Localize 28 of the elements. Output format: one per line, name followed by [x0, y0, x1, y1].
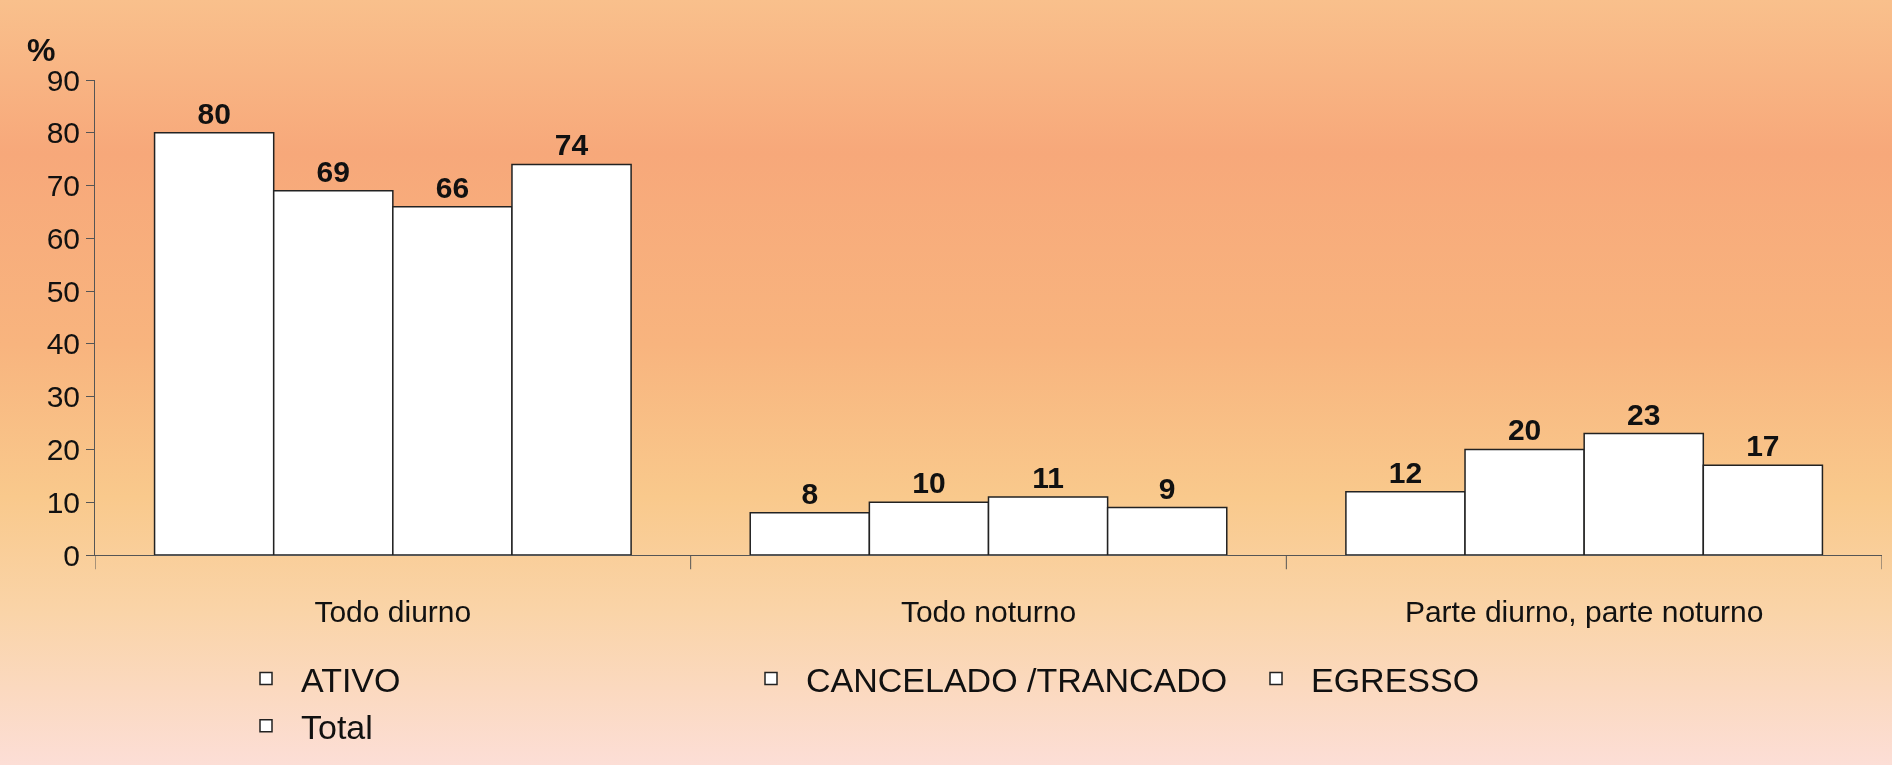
x-tick-label: Parte diurno, parte noturno	[1404, 595, 1764, 628]
y-tick-label: 50	[46, 274, 80, 308]
legend-label: Total	[301, 708, 373, 747]
y-tick-label: 80	[46, 116, 80, 150]
legend-label: CANCELADO /TRANCADO	[806, 660, 1228, 699]
y-tick-label: 60	[46, 221, 80, 255]
x-tick-label: Todo diurno	[314, 595, 472, 628]
data-label: 74	[554, 128, 589, 162]
data-label: 12	[1388, 455, 1423, 489]
y-tick-label: 20	[46, 432, 80, 466]
data-label: 69	[316, 154, 350, 188]
y-tick-label: 30	[46, 380, 80, 414]
data-label: 11	[1032, 460, 1064, 494]
y-tick-label: 10	[46, 485, 80, 519]
data-label: 23	[1627, 397, 1661, 431]
data-label: 17	[1746, 429, 1780, 463]
legend-label: EGRESSO	[1311, 660, 1480, 699]
data-label: 20	[1507, 413, 1542, 447]
x-tick-label: Todo noturno	[900, 595, 1077, 628]
data-label: 80	[197, 96, 231, 130]
y-tick-label: 70	[46, 169, 80, 203]
y-tick-label: 0	[63, 538, 80, 572]
legend-label: ATIVO	[301, 660, 401, 699]
data-label: 66	[435, 170, 470, 204]
data-label: 10	[912, 466, 946, 500]
data-label: 9	[1158, 471, 1176, 505]
y-tick-label: 40	[46, 327, 80, 361]
data-label: 8	[801, 476, 819, 510]
